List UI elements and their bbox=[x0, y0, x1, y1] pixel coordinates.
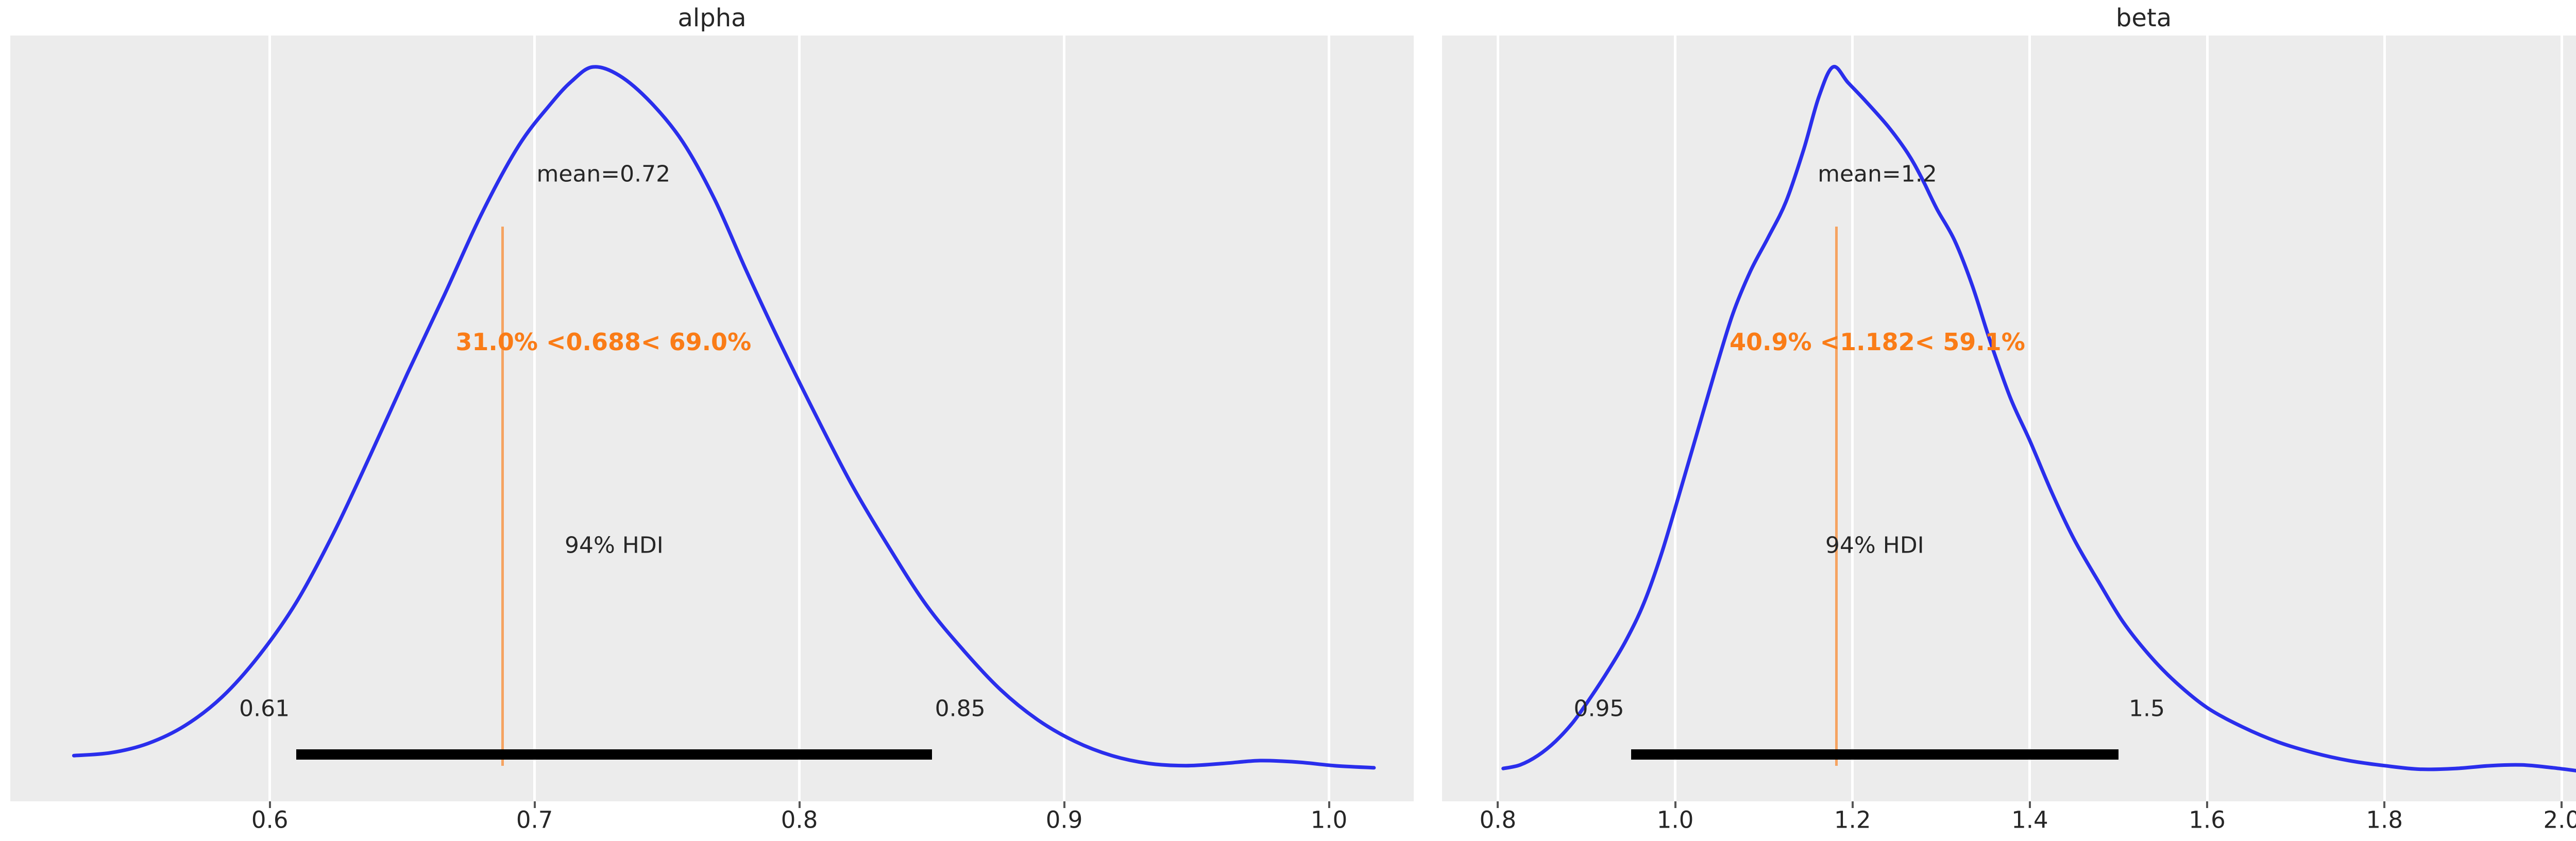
x-axis-tick bbox=[1497, 801, 1499, 808]
gridline bbox=[1496, 36, 1499, 801]
gridline bbox=[2028, 36, 2031, 801]
x-tick-label: 1.2 bbox=[1834, 806, 1871, 834]
x-tick-label: 0.8 bbox=[1479, 806, 1517, 834]
posterior-panel-beta: beta mean=1.2 40.9% <1.182< 59.1% 94% HD… bbox=[1442, 4, 2576, 834]
gridline bbox=[2383, 36, 2386, 801]
ref-val-label: 40.9% <1.182< 59.1% bbox=[1729, 328, 2025, 356]
x-tick-label: 1.6 bbox=[2189, 806, 2226, 834]
posterior-panel-alpha: alpha mean=0.72 31.0% <0.688< 69.0% 94% … bbox=[10, 4, 1414, 834]
x-tick-label: 0.6 bbox=[251, 806, 289, 834]
gridline bbox=[2560, 36, 2563, 801]
kde-curve bbox=[1501, 65, 2576, 773]
ref-val-line bbox=[501, 227, 504, 766]
x-tick-label: 1.0 bbox=[1310, 806, 1348, 834]
x-axis-tick bbox=[1063, 801, 1065, 808]
panel-title: alpha bbox=[677, 4, 747, 32]
ref-val-label: 31.0% <0.688< 69.0% bbox=[455, 328, 752, 356]
gridline bbox=[533, 36, 536, 801]
x-axis-tick bbox=[1328, 801, 1330, 808]
x-tick-label: 1.4 bbox=[2011, 806, 2048, 834]
x-tick-label: 0.9 bbox=[1045, 806, 1083, 834]
hdi-high-value: 1.5 bbox=[2128, 695, 2165, 722]
gridline bbox=[1063, 36, 1066, 801]
x-axis-tick bbox=[2561, 801, 2563, 808]
gridline bbox=[2206, 36, 2209, 801]
hdi-low-value: 0.61 bbox=[239, 695, 290, 722]
gridline bbox=[1328, 36, 1331, 801]
kde-curve bbox=[72, 65, 1376, 770]
x-tick-label: 1.8 bbox=[2366, 806, 2403, 834]
gridline bbox=[1851, 36, 1854, 801]
gridline bbox=[798, 36, 801, 801]
hdi-bar bbox=[1631, 749, 2119, 760]
gridline bbox=[1674, 36, 1677, 801]
ref-val-line bbox=[1835, 227, 1838, 766]
x-axis-tick bbox=[268, 801, 271, 808]
x-tick-label: 0.8 bbox=[781, 806, 818, 834]
x-tick-label: 0.7 bbox=[516, 806, 553, 834]
x-axis-tick bbox=[2383, 801, 2386, 808]
x-axis-tick bbox=[2206, 801, 2209, 808]
hdi-label: 94% HDI bbox=[564, 532, 664, 559]
gridline bbox=[268, 36, 272, 801]
x-axis-tick bbox=[2028, 801, 2031, 808]
hdi-bar bbox=[296, 749, 932, 760]
x-tick-label: 2.0 bbox=[2543, 806, 2576, 834]
mean-label: mean=1.2 bbox=[1818, 161, 1937, 187]
x-axis-tick bbox=[798, 801, 801, 808]
x-axis-tick bbox=[1851, 801, 1854, 808]
panel-title: beta bbox=[2115, 4, 2172, 32]
x-tick-label: 1.0 bbox=[1656, 806, 1694, 834]
x-axis-tick bbox=[533, 801, 536, 808]
x-axis-tick bbox=[1674, 801, 1676, 808]
hdi-low-value: 0.95 bbox=[1573, 695, 1624, 722]
mean-label: mean=0.72 bbox=[536, 161, 671, 187]
hdi-high-value: 0.85 bbox=[935, 695, 986, 722]
hdi-label: 94% HDI bbox=[1825, 532, 1924, 559]
